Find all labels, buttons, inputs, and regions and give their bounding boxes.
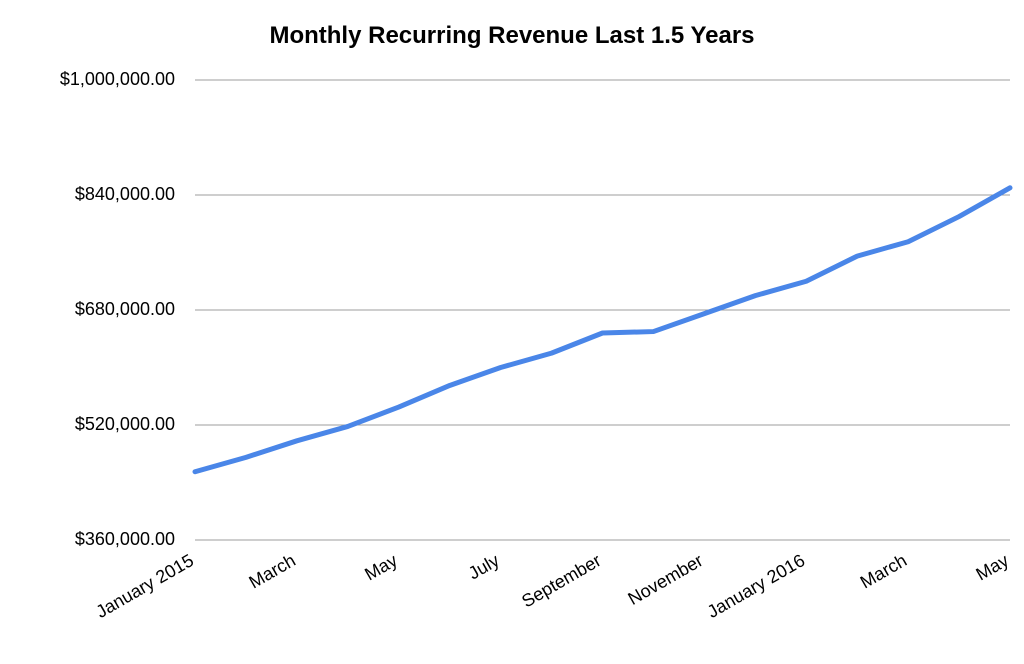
mrr-chart: Monthly Recurring Revenue Last 1.5 Years… <box>0 0 1024 664</box>
y-axis-label: $680,000.00 <box>75 299 175 319</box>
chart-svg: $360,000.00 $520,000.00 $680,000.00 $840,00… <box>0 0 1024 664</box>
y-axis-label: $840,000.00 <box>75 184 175 204</box>
y-axis-label: $1,000,000.00 <box>60 69 175 89</box>
x-axis-label: November <box>624 550 706 609</box>
y-axis-label: $520,000.00 <box>75 414 175 434</box>
x-axis-label: January 2016 <box>704 550 808 622</box>
y-axis-label: $360,000.00 <box>75 529 175 549</box>
x-axis-label: May <box>361 550 400 584</box>
x-axis-label: January 2015 <box>93 550 197 622</box>
x-axis-label: March <box>857 550 910 592</box>
data-line <box>195 188 1010 472</box>
x-axis-label: September <box>518 550 604 611</box>
x-axis-label: July <box>465 550 503 583</box>
x-axis-label: March <box>246 550 299 592</box>
x-axis-label: May <box>973 550 1012 584</box>
